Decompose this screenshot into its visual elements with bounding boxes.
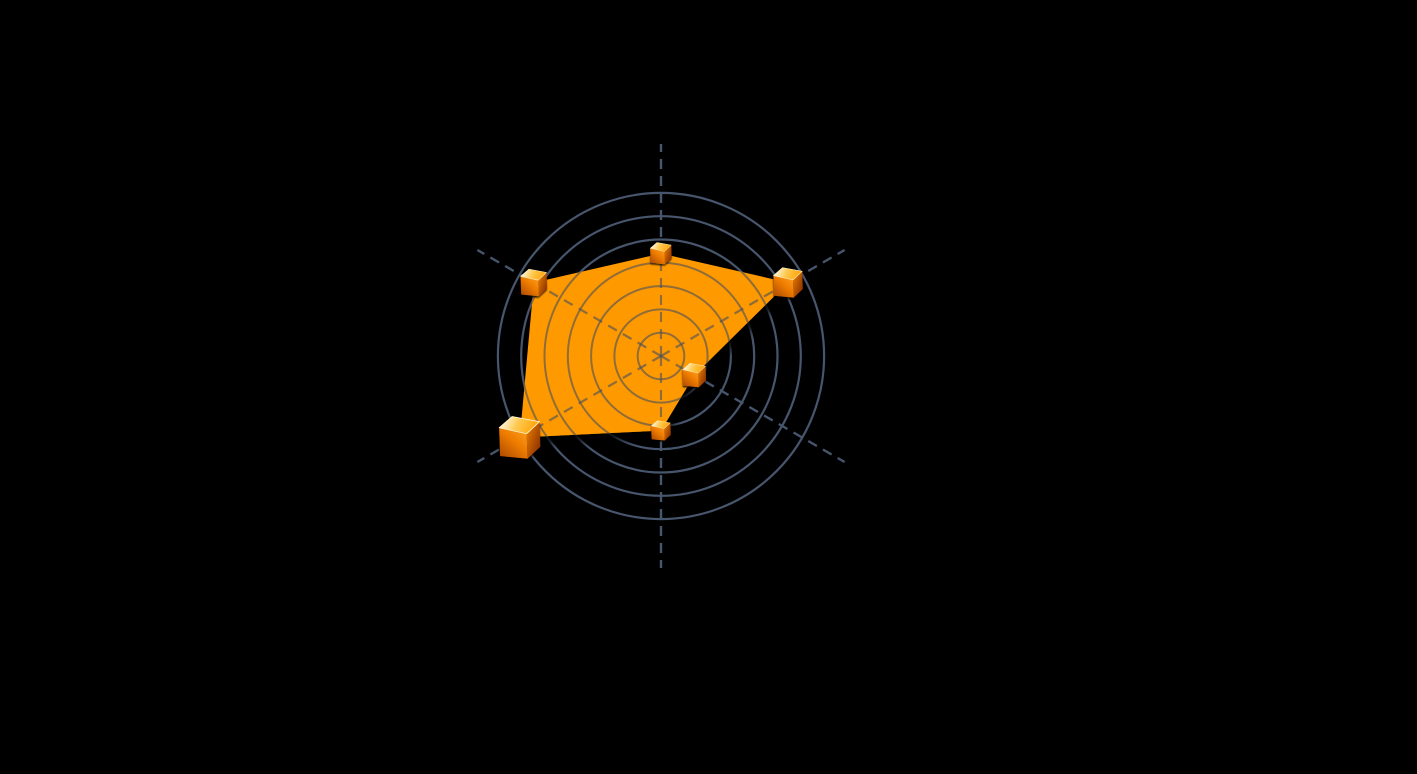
cube-top-face [651,420,671,429]
cube-marker [773,267,803,298]
cube-marker [649,242,672,265]
cube-front-face [650,248,665,265]
grid-spoke-overlay [519,253,662,357]
grid-ring [496,191,826,521]
cube-front-face [651,425,665,441]
cube-top-face [682,363,706,374]
cube-marker [682,363,707,388]
grid-ring-overlay [613,308,709,404]
radar-markers [498,242,803,459]
cube-marker [651,420,671,441]
grid-spoke-overlay [660,253,789,357]
cube-top-face [498,416,540,435]
grid-spoke-overlay [519,355,662,438]
radar-series-polygon [519,253,789,438]
cube-top-face [520,268,547,281]
cube-front-face [499,427,528,459]
cube-front-face [773,275,794,298]
cube-marker [520,268,548,297]
cube-marker [498,416,541,459]
cube-front-face [520,276,539,297]
cube-top-face [649,242,672,252]
cube-front-face [682,369,699,388]
radar-data-area [519,253,789,438]
cube-top-face [773,267,803,281]
